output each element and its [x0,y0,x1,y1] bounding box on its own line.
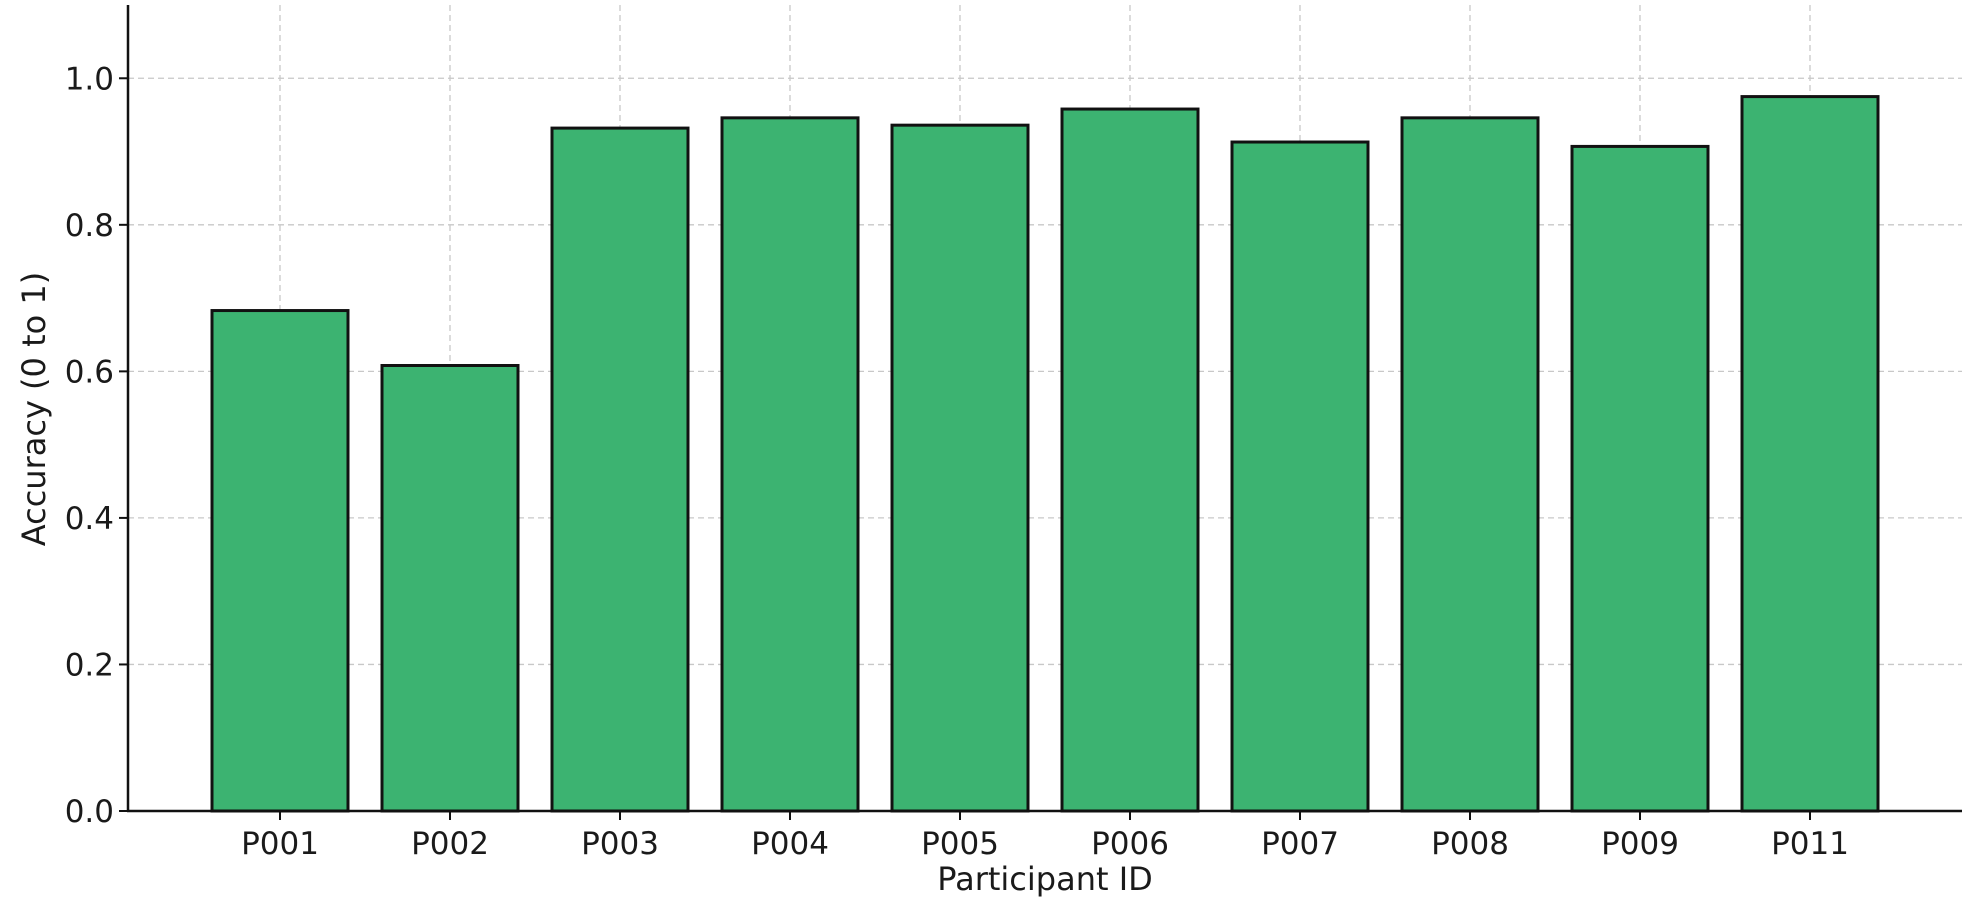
y-tick-label: 0.0 [65,794,114,830]
bar-p001 [210,309,350,813]
y-tick-label: 0.4 [65,501,114,537]
bar-p004 [720,116,860,813]
x-tick-label: P006 [1091,826,1169,862]
bar-p003 [550,126,690,813]
x-tick-label: P003 [581,826,659,862]
y-tick-label: 0.8 [65,208,114,244]
bar-p009 [1570,144,1710,813]
x-tick-label: P007 [1261,826,1339,862]
y-axis-label: Accuracy (0 to 1) [15,272,53,546]
bar-p006 [1060,107,1200,813]
bar-layer [210,95,1880,813]
bar-p007 [1230,140,1370,813]
tick-layer: 0.0 0.2 0.4 0.6 0.8 1.0 P001 P002 P003 P004 P005 P0… [65,61,1849,862]
bar-p008 [1400,116,1540,813]
x-tick-label: P002 [411,826,489,862]
y-tick-label: 0.2 [65,647,114,683]
x-axis-label: Participant ID [937,860,1153,898]
x-tick-label: P009 [1601,826,1679,862]
y-tick-label: 1.0 [65,61,114,97]
bar-p002 [380,364,520,813]
y-tick-label: 0.6 [65,354,114,390]
bar-p011 [1740,95,1880,813]
bar-p005 [890,123,1030,813]
x-tick-label: P008 [1431,826,1509,862]
x-tick-label: P001 [241,826,319,862]
axis-layer [119,5,1962,820]
x-tick-label: P004 [751,826,829,862]
x-tick-label: P011 [1771,826,1849,862]
x-tick-label: P005 [921,826,999,862]
